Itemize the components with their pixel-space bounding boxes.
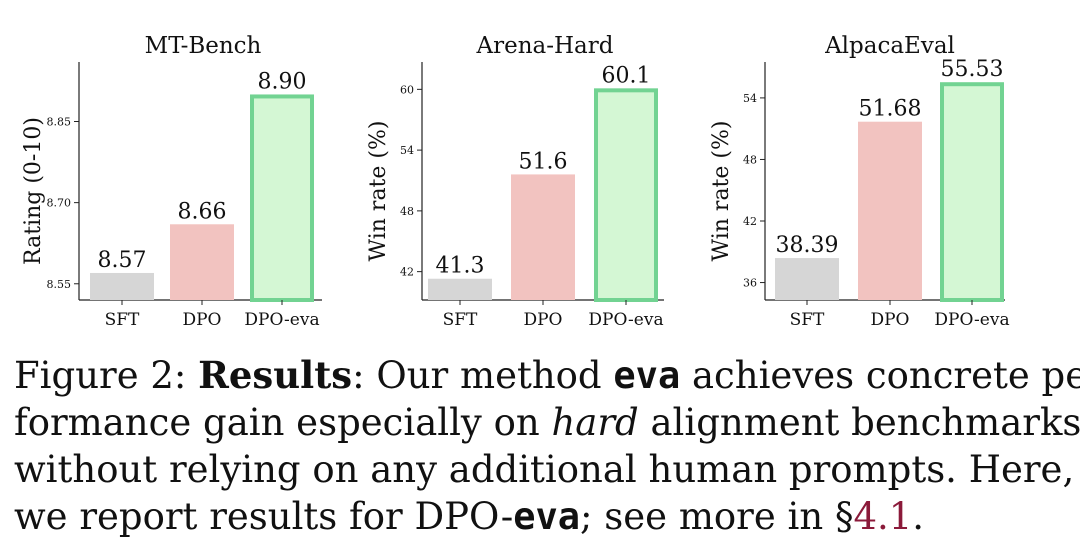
y-tick-label: 54 [400,144,414,157]
caption-line-2: formance gain especially on hard alignme… [14,399,1080,446]
x-tick-label: SFT [105,310,140,330]
caption-line-3: without relying on any additional human … [14,446,1074,493]
data-label: 51.68 [859,97,922,122]
y-tick-label: 48 [743,153,757,166]
data-label: 41.3 [436,254,485,279]
section-link[interactable]: 4.1 [853,495,913,538]
x-tick-label: DPO [182,310,221,330]
y-tick-label: 48 [400,205,414,218]
data-label: 8.57 [98,248,147,273]
x-tick-label: SFT [790,310,825,330]
data-label: 51.6 [519,149,568,174]
data-label: 55.53 [941,57,1004,82]
bar-sft [90,272,154,300]
chart-title: AlpacaEval [824,33,955,59]
caption-text: alignment benchmarks, [638,401,1080,444]
caption-line-4: we report results for DPO-eva; see more … [14,493,1064,540]
caption-italic-hard: hard [551,401,639,444]
bar-dpo [511,174,575,300]
y-tick-label: 36 [743,277,757,290]
bar-sft [775,258,839,300]
x-tick-label: DPO-eva [588,310,663,330]
y-axis-label: Win rate (%) [709,121,734,262]
y-tick-label: 42 [400,266,414,279]
bar-dpo-eva [940,82,1004,302]
bar-sft [428,278,492,300]
figure-caption: Figure 2: Results: Our method eva achiev… [14,352,1080,540]
y-tick-label: 42 [743,215,757,228]
x-tick-label: DPO [523,310,562,330]
caption-line-1: Figure 2: Results: Our method eva achiev… [14,352,1080,399]
x-tick-label: DPO [870,310,909,330]
data-label: 38.39 [776,233,839,258]
bar-dpo [170,224,234,300]
data-label: 8.90 [258,69,307,94]
x-tick-label: DPO-eva [244,310,319,330]
data-label: 60.1 [602,63,651,88]
y-tick-label: 8.70 [47,197,72,210]
x-tick-label: SFT [443,310,478,330]
caption-text: without relying on any additional human … [14,448,1075,491]
caption-figure-number: Figure 2: [14,354,199,397]
chart-title: Arena-Hard [475,33,613,59]
bar-dpo-eva [594,88,658,303]
caption-text: ; see more in § [580,495,854,538]
y-tick-label: 8.55 [47,278,72,291]
caption-text: formance gain especially on [14,401,552,444]
caption-method-name: eva [513,495,581,538]
caption-text: . [912,495,925,538]
caption-text: : Our method [352,354,614,397]
caption-bold-results: Results [198,353,353,397]
chart-title: MT-Bench [145,33,262,59]
y-tick-label: 8.85 [47,116,72,129]
caption-text: achieves concrete per- [680,354,1080,397]
bar-dpo-eva [250,94,314,302]
results-figure: MT-Bench Rating (0-10)8.55 8.70 8.85 8.57 SFT… [21,33,1010,330]
data-label: 8.66 [178,199,227,224]
bar-dpo [858,121,922,300]
y-tick-label: 54 [743,92,757,105]
x-tick-label: DPO-eva [934,310,1009,330]
y-tick-label: 60 [400,83,414,96]
caption-method-name: eva [613,354,681,397]
y-axis-label: Rating (0-10) [21,117,46,265]
y-axis-label: Win rate (%) [366,121,391,262]
caption-text: we report results for DPO- [14,495,514,538]
